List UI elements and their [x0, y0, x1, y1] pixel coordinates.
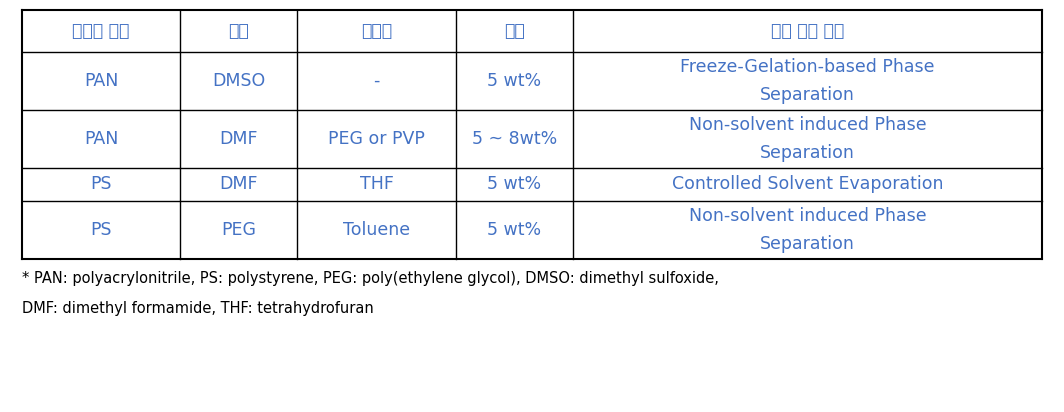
Text: 5 wt%: 5 wt% [487, 72, 542, 90]
Text: PS: PS [90, 221, 112, 239]
Text: 5 ~ 8wt%: 5 ~ 8wt% [471, 130, 556, 148]
Text: PS: PS [90, 176, 112, 194]
Text: PAN: PAN [84, 72, 118, 90]
Text: 농도: 농도 [503, 22, 525, 40]
Text: Freeze-Gelation-based Phase
Separation: Freeze-Gelation-based Phase Separation [680, 58, 934, 104]
Text: DMF: dimethyl formamide, THF: tetrahydrofuran: DMF: dimethyl formamide, THF: tetrahydro… [22, 301, 373, 316]
Text: 5 wt%: 5 wt% [487, 176, 542, 194]
Text: -: - [373, 72, 380, 90]
Text: 고분자 재료: 고분자 재료 [72, 22, 130, 40]
Text: Non-solvent induced Phase
Separation: Non-solvent induced Phase Separation [688, 116, 927, 162]
Text: 용매: 용매 [229, 22, 249, 40]
Text: Controlled Solvent Evaporation: Controlled Solvent Evaporation [671, 176, 943, 194]
Text: 기공 형성 방법: 기공 형성 방법 [770, 22, 844, 40]
Text: * PAN: polyacrylonitrile, PS: polystyrene, PEG: poly(ethylene glycol), DMSO: dim: * PAN: polyacrylonitrile, PS: polystyren… [22, 271, 719, 286]
Text: Toluene: Toluene [343, 221, 410, 239]
Text: THF: THF [360, 176, 394, 194]
Text: DMF: DMF [219, 176, 257, 194]
Text: PEG: PEG [221, 221, 256, 239]
Text: PEG or PVP: PEG or PVP [328, 130, 425, 148]
Text: 첨가제: 첨가제 [361, 22, 392, 40]
Text: DMSO: DMSO [212, 72, 265, 90]
Text: 5 wt%: 5 wt% [487, 221, 542, 239]
Text: Non-solvent induced Phase
Separation: Non-solvent induced Phase Separation [688, 207, 927, 253]
Text: DMF: DMF [219, 130, 257, 148]
Text: PAN: PAN [84, 130, 118, 148]
